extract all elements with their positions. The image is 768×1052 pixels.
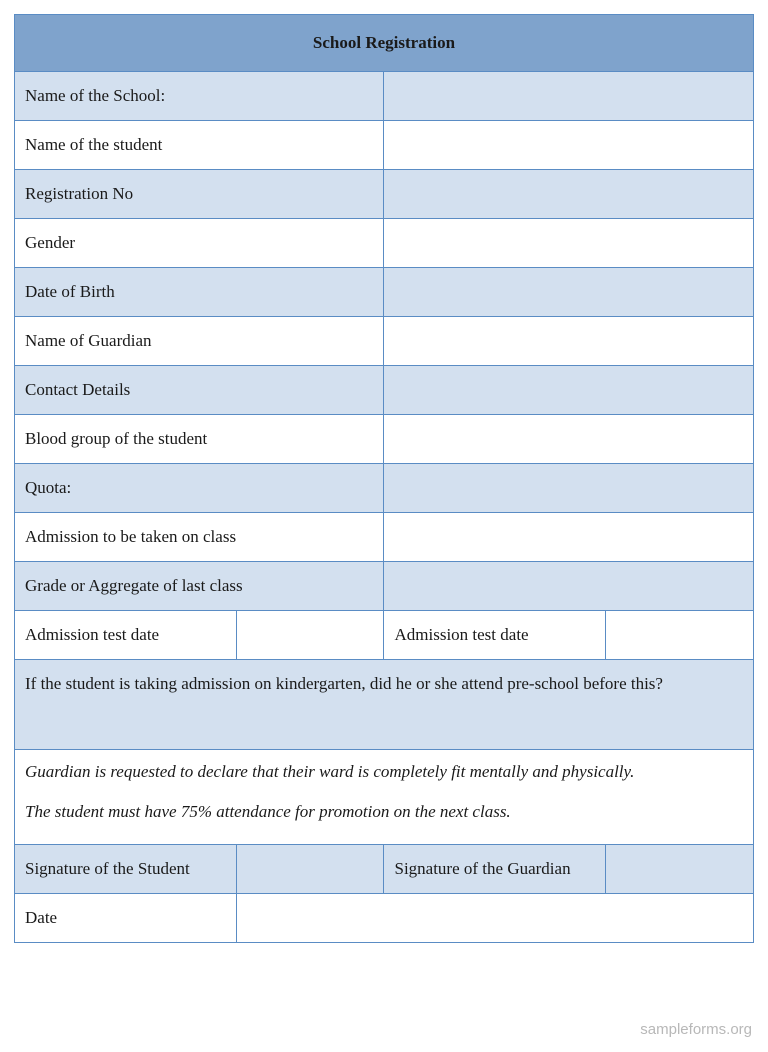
label-dob: Date of Birth xyxy=(15,268,384,317)
input-quota[interactable] xyxy=(384,464,754,513)
label-contact: Contact Details xyxy=(15,366,384,415)
input-admission-class[interactable] xyxy=(384,513,754,562)
input-gender[interactable] xyxy=(384,219,754,268)
label-quota: Quota: xyxy=(15,464,384,513)
label-school-name: Name of the School: xyxy=(15,72,384,121)
label-grade: Grade or Aggregate of last class xyxy=(15,562,384,611)
input-sig-student[interactable] xyxy=(236,845,384,894)
notes-line-1: Guardian is requested to declare that th… xyxy=(25,762,743,782)
label-guardian: Name of Guardian xyxy=(15,317,384,366)
input-test-date-1[interactable] xyxy=(236,611,384,660)
watermark: sampleforms.org xyxy=(640,1021,752,1038)
input-date[interactable] xyxy=(236,894,753,943)
input-contact[interactable] xyxy=(384,366,754,415)
form-title: School Registration xyxy=(15,15,754,72)
input-student-name[interactable] xyxy=(384,121,754,170)
input-grade[interactable] xyxy=(384,562,754,611)
registration-form: School Registration Name of the School: … xyxy=(14,14,754,943)
label-admission-class: Admission to be taken on class xyxy=(15,513,384,562)
input-guardian[interactable] xyxy=(384,317,754,366)
input-sig-guardian[interactable] xyxy=(606,845,754,894)
input-school-name[interactable] xyxy=(384,72,754,121)
label-blood: Blood group of the student xyxy=(15,415,384,464)
label-test-date-1: Admission test date xyxy=(15,611,237,660)
input-dob[interactable] xyxy=(384,268,754,317)
kindergarten-question: If the student is taking admission on ki… xyxy=(15,660,754,750)
input-reg-no[interactable] xyxy=(384,170,754,219)
declaration-notes: Guardian is requested to declare that th… xyxy=(15,750,754,845)
notes-line-2: The student must have 75% attendance for… xyxy=(25,802,743,822)
label-gender: Gender xyxy=(15,219,384,268)
label-student-name: Name of the student xyxy=(15,121,384,170)
input-blood[interactable] xyxy=(384,415,754,464)
label-test-date-2: Admission test date xyxy=(384,611,606,660)
label-sig-student: Signature of the Student xyxy=(15,845,237,894)
label-sig-guardian: Signature of the Guardian xyxy=(384,845,606,894)
label-date: Date xyxy=(15,894,237,943)
label-reg-no: Registration No xyxy=(15,170,384,219)
input-test-date-2[interactable] xyxy=(606,611,754,660)
